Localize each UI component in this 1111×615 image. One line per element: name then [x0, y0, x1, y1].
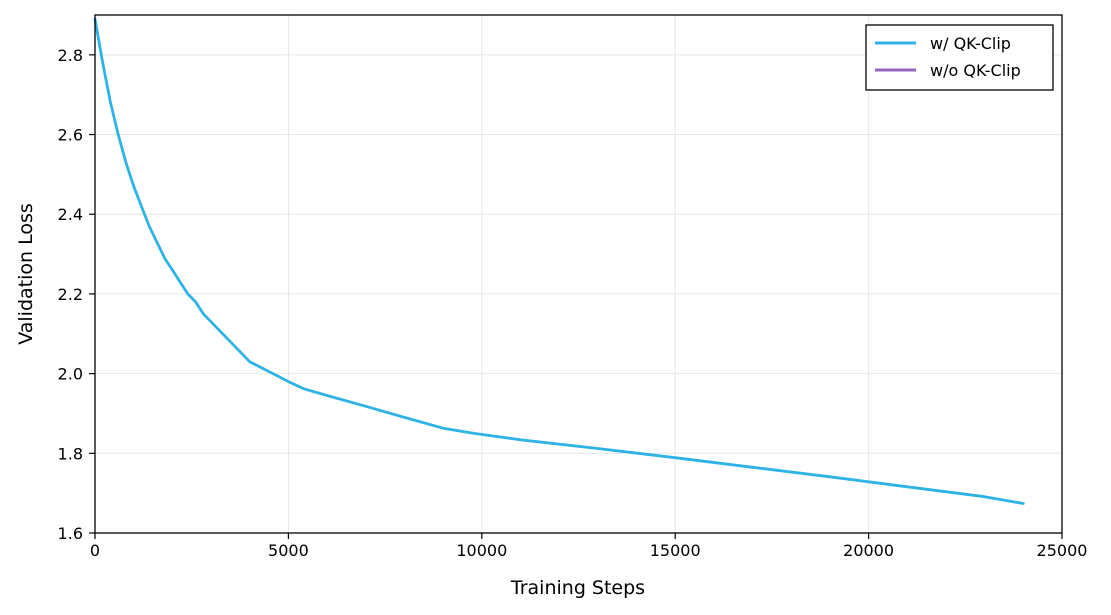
legend-label-wo-qk-clip: w/o QK-Clip: [930, 61, 1021, 80]
y-tick-label: 1.6: [58, 524, 83, 543]
x-tick-label: 15000: [650, 541, 701, 560]
legend-box: [865, 24, 1054, 91]
y-axis-title: Validation Loss: [15, 203, 37, 345]
x-tick-label: 0: [90, 541, 100, 560]
y-axis: 1.6 1.8 2.0 2.2 2.4 2.6 2.8: [58, 46, 95, 543]
x-axis-title: Training Steps: [510, 577, 645, 599]
series-line-0: [93, 17, 1025, 505]
plot-frame: [94, 14, 1063, 534]
y-tick-label: 2.6: [58, 126, 83, 145]
y-tick-label: 2.8: [58, 46, 83, 65]
y-tick-label: 2.2: [58, 285, 83, 304]
legend-label-w-qk-clip: w/ QK-Clip: [930, 34, 1011, 53]
series-layer: [93, 17, 1025, 505]
y-tick-label: 1.8: [58, 444, 83, 463]
x-axis: 0 5000 10000 15000 20000 25000: [90, 533, 1088, 560]
x-tick-label: 25000: [1037, 541, 1088, 560]
x-tick-label: 5000: [268, 541, 309, 560]
y-tick-label: 2.0: [58, 365, 83, 384]
legend: w/ QK-Clip w/o QK-Clip: [865, 24, 1054, 91]
x-tick-label: 20000: [843, 541, 894, 560]
x-tick-label: 10000: [456, 541, 507, 560]
y-tick-label: 2.4: [58, 205, 83, 224]
